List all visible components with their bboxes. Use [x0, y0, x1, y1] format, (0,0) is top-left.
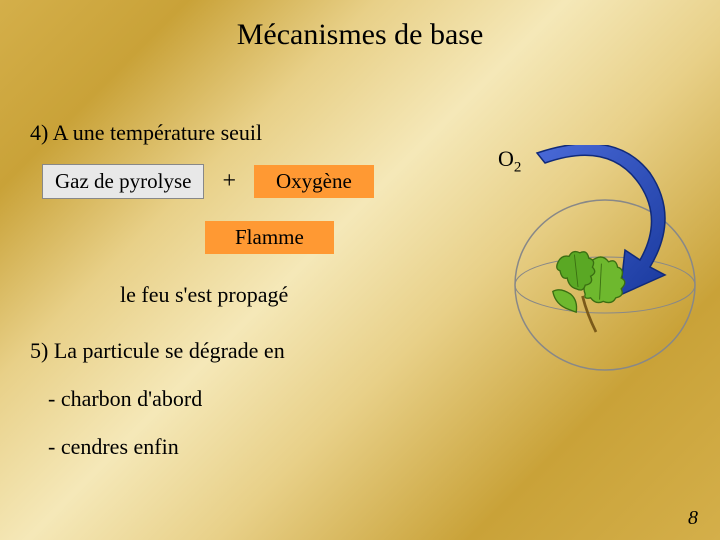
oxygen-box: Oxygène	[254, 165, 374, 198]
step4-heading: 4) A une température seuil	[30, 120, 690, 146]
bullet-cendres: - cendres enfin	[48, 434, 690, 460]
page-number: 8	[688, 507, 698, 530]
diagram-sphere	[475, 145, 705, 375]
page-title: Mécanismes de base	[0, 0, 720, 52]
flamme-box: Flamme	[205, 221, 334, 254]
plus-sign: +	[222, 168, 236, 195]
bullet-charbon: - charbon d'abord	[48, 386, 690, 412]
gaz-box: Gaz de pyrolyse	[42, 164, 204, 199]
leaves-icon	[553, 252, 625, 332]
